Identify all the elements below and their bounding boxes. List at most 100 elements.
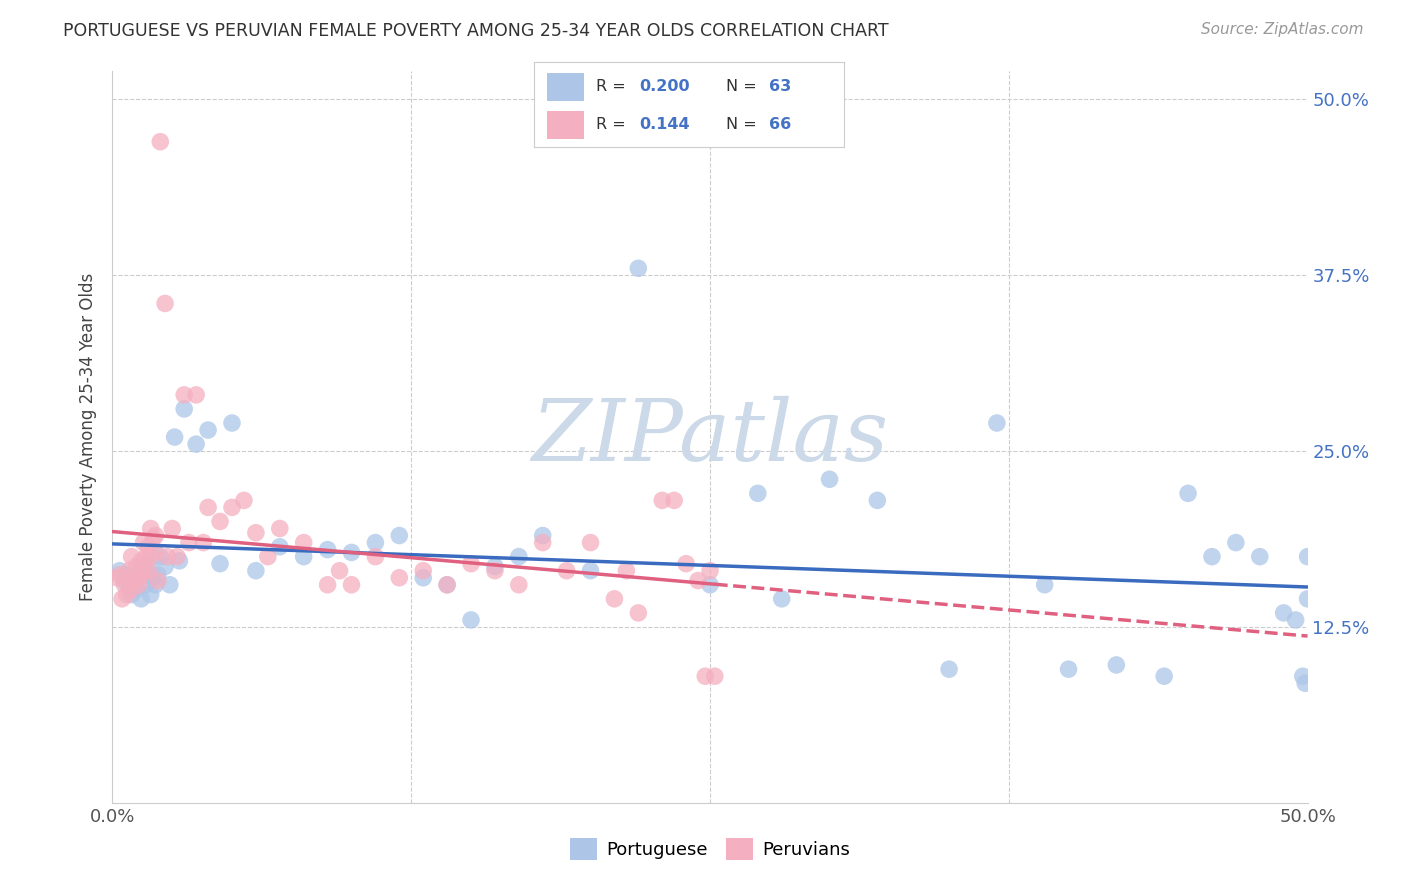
Point xyxy=(703,669,725,683)
Point xyxy=(139,521,162,535)
Point xyxy=(111,591,134,606)
Point xyxy=(135,578,157,592)
Point xyxy=(145,528,167,542)
Text: N =: N = xyxy=(725,117,762,132)
Point xyxy=(340,578,363,592)
Point xyxy=(159,578,181,592)
Point xyxy=(118,574,141,588)
Point xyxy=(269,521,291,535)
Point xyxy=(938,662,960,676)
Point xyxy=(197,500,219,515)
Point xyxy=(114,574,135,588)
Point xyxy=(364,549,387,564)
Point xyxy=(340,545,363,559)
Point xyxy=(695,669,717,683)
Point xyxy=(138,564,160,578)
Point xyxy=(125,582,148,596)
Point xyxy=(233,493,256,508)
Text: PORTUGUESE VS PERUVIAN FEMALE POVERTY AMONG 25-34 YEAR OLDS CORRELATION CHART: PORTUGUESE VS PERUVIAN FEMALE POVERTY AM… xyxy=(63,22,889,40)
Point xyxy=(1153,669,1175,683)
Point xyxy=(1033,578,1056,592)
Point xyxy=(329,564,352,578)
Point xyxy=(138,540,160,554)
Text: 0.144: 0.144 xyxy=(640,117,690,132)
Point xyxy=(388,571,411,585)
Point xyxy=(197,423,219,437)
Point xyxy=(508,578,530,592)
Point xyxy=(146,568,169,582)
Point xyxy=(269,540,291,554)
Point xyxy=(132,559,155,574)
Point xyxy=(555,564,578,578)
Point xyxy=(129,568,152,582)
Point xyxy=(675,557,697,571)
Point xyxy=(388,528,411,542)
Point xyxy=(1296,591,1319,606)
Point xyxy=(603,591,626,606)
Point xyxy=(1296,549,1319,564)
Point xyxy=(1249,549,1271,564)
Text: 0.200: 0.200 xyxy=(640,78,690,94)
Point xyxy=(132,564,155,578)
Point xyxy=(436,578,458,592)
Point xyxy=(579,564,602,578)
Point xyxy=(1201,549,1223,564)
Point xyxy=(316,542,339,557)
Point xyxy=(747,486,769,500)
Point xyxy=(1177,486,1199,500)
Point xyxy=(221,500,243,515)
Point xyxy=(121,549,143,564)
Point xyxy=(245,564,267,578)
Point xyxy=(460,557,482,571)
Point xyxy=(177,535,200,549)
Point xyxy=(108,568,131,582)
Point xyxy=(128,578,150,592)
Point xyxy=(139,588,162,602)
Point xyxy=(193,535,215,549)
Point xyxy=(129,554,152,568)
Point xyxy=(121,588,143,602)
Point xyxy=(616,564,638,578)
Point xyxy=(508,549,530,564)
Point xyxy=(1105,657,1128,672)
Point xyxy=(142,532,165,546)
Y-axis label: Female Poverty Among 25-34 Year Olds: Female Poverty Among 25-34 Year Olds xyxy=(79,273,97,601)
Point xyxy=(115,568,138,582)
Point xyxy=(122,571,145,585)
Point xyxy=(1057,662,1080,676)
Point xyxy=(688,574,710,588)
Point xyxy=(818,472,841,486)
Point xyxy=(664,493,686,508)
Point xyxy=(699,564,721,578)
Point xyxy=(292,549,315,564)
Point xyxy=(156,549,179,564)
Point xyxy=(531,528,554,542)
Point xyxy=(770,591,793,606)
Point xyxy=(986,416,1008,430)
Text: ZIPatlas: ZIPatlas xyxy=(531,396,889,478)
Point xyxy=(125,574,148,588)
Point xyxy=(153,296,176,310)
Point xyxy=(436,578,458,592)
Point xyxy=(105,571,128,585)
Point xyxy=(132,535,155,549)
Point xyxy=(139,549,162,564)
Point xyxy=(128,566,150,581)
FancyBboxPatch shape xyxy=(547,111,583,139)
Point xyxy=(115,588,138,602)
Point xyxy=(579,535,602,549)
Point xyxy=(125,559,148,574)
Point xyxy=(125,574,148,589)
Point xyxy=(292,535,315,549)
Point xyxy=(149,549,172,564)
Point xyxy=(186,388,208,402)
Point xyxy=(221,416,243,430)
Point xyxy=(149,135,172,149)
Point xyxy=(135,549,157,564)
Point xyxy=(186,437,208,451)
Point xyxy=(257,549,280,564)
Point xyxy=(412,564,434,578)
FancyBboxPatch shape xyxy=(547,72,583,101)
Text: Source: ZipAtlas.com: Source: ZipAtlas.com xyxy=(1201,22,1364,37)
Point xyxy=(651,493,673,508)
